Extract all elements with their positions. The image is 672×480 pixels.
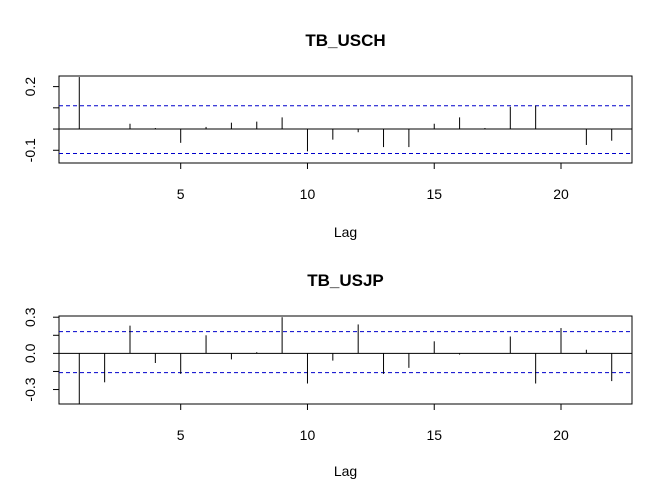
x-axis-label: Lag bbox=[334, 224, 357, 240]
x-tick-label-5: 5 bbox=[177, 427, 185, 443]
x-tick-label-10: 10 bbox=[300, 427, 316, 443]
y-tick-label: -0.3 bbox=[22, 377, 38, 401]
y-tick-label: 0.2 bbox=[22, 77, 38, 97]
chart-title: TB_USCH bbox=[305, 31, 385, 50]
plot-frame bbox=[58, 315, 633, 405]
x-axis-label: Lag bbox=[334, 463, 357, 479]
x-tick-label-20: 20 bbox=[553, 427, 569, 443]
acf-panel-tb-usjp: TB_USJP Lag 5 10 15 20 -0.3 0.0 0.3 bbox=[22, 271, 633, 479]
chart-title: TB_USJP bbox=[307, 271, 384, 290]
x-tick-label-15: 15 bbox=[426, 186, 442, 202]
x-tick-label-5: 5 bbox=[177, 186, 185, 202]
x-tick-label-10: 10 bbox=[300, 186, 316, 202]
plot-frame bbox=[58, 75, 633, 164]
y-tick-label: -0.1 bbox=[22, 138, 38, 162]
y-tick-label: 0.3 bbox=[22, 307, 38, 327]
x-tick-label-15: 15 bbox=[426, 427, 442, 443]
x-tick-label-20: 20 bbox=[553, 186, 569, 202]
acf-panel-tb-usch: TB_USCH Lag 5 10 15 20 -0.1 0.2 bbox=[22, 31, 633, 240]
y-tick-label: 0.0 bbox=[22, 343, 38, 363]
